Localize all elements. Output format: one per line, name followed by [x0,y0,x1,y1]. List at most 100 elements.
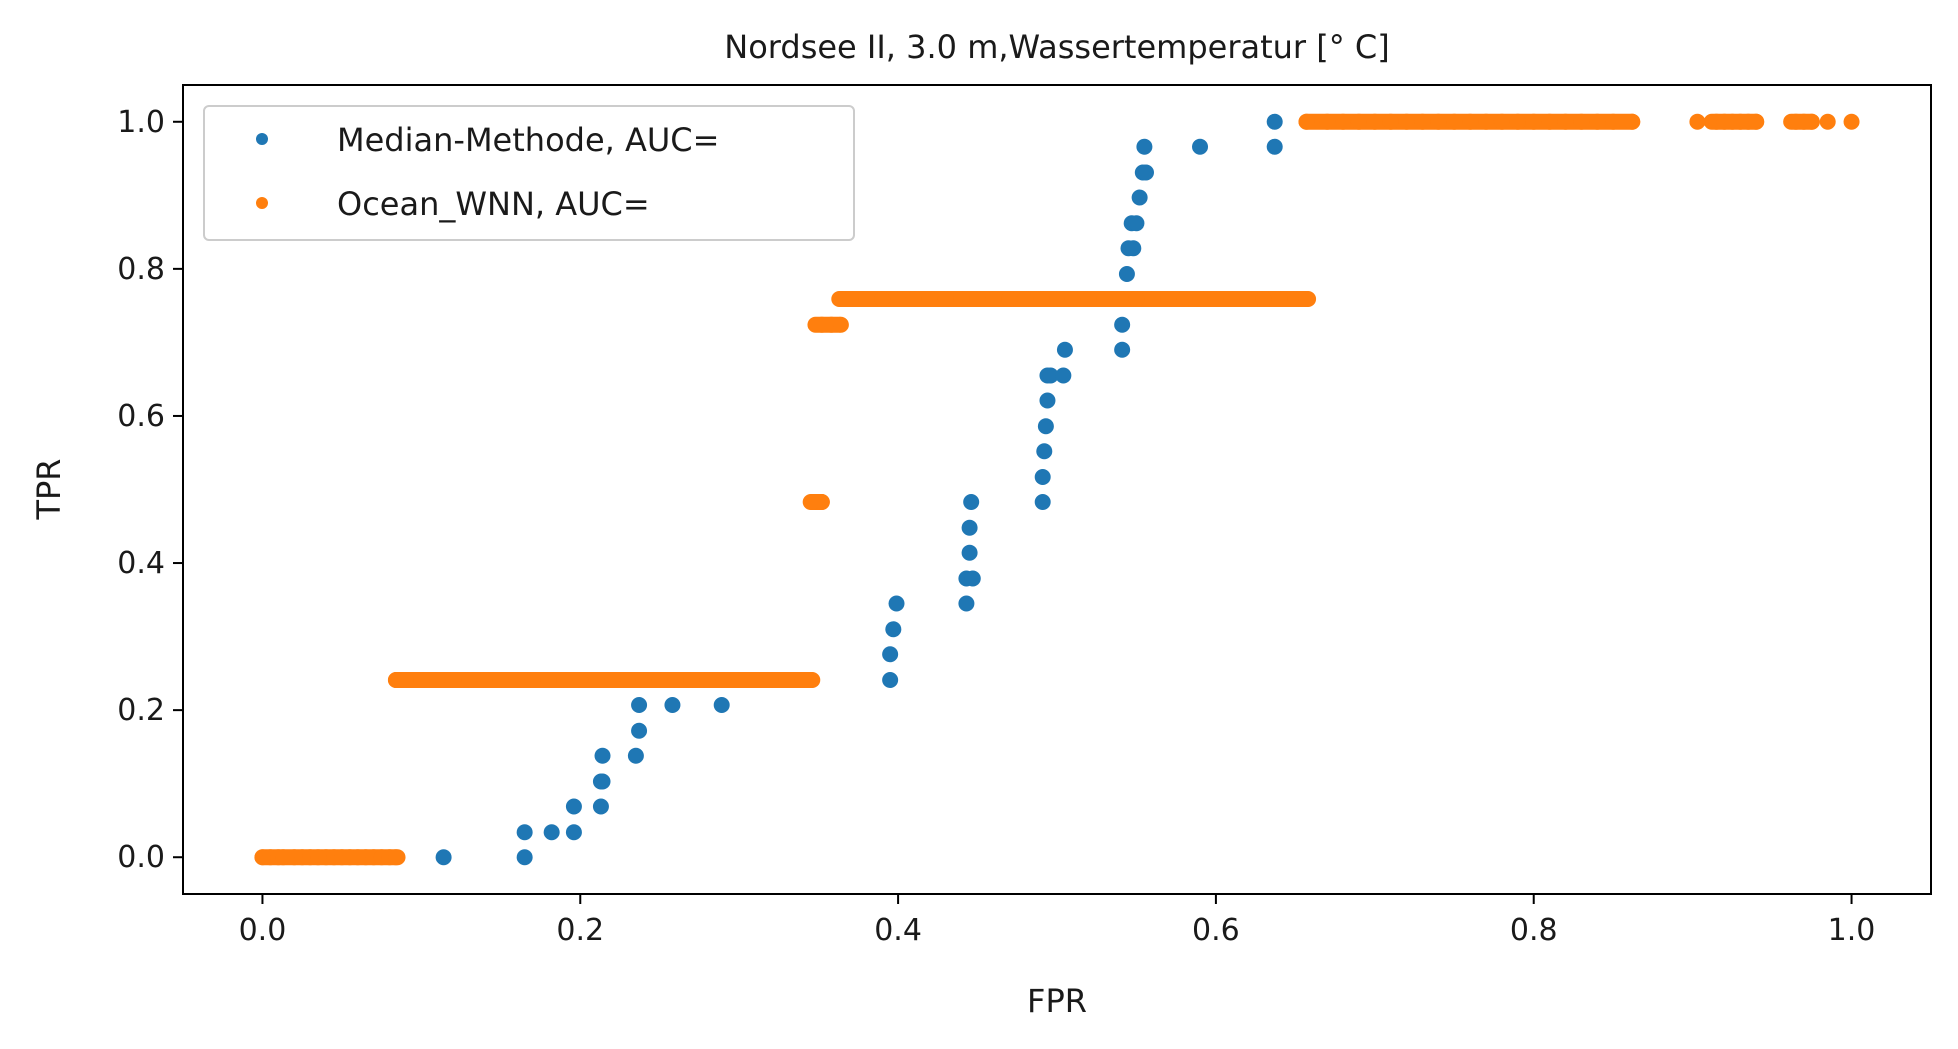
x-tick-label: 0.4 [874,913,922,948]
ocean-point [667,671,684,688]
ocean-point [1624,113,1641,130]
ocean-point [1128,291,1145,308]
ocean-point [651,671,668,688]
ocean-point [461,671,478,688]
ocean-point [429,671,446,688]
ocean-point [1605,113,1622,130]
median-point [565,798,582,815]
ocean-point [985,291,1002,308]
ocean-point [1843,113,1860,130]
ocean-point [937,291,954,308]
ocean-point [588,671,605,688]
median-point [1118,266,1135,283]
median-point [1131,189,1148,206]
median-point [1034,468,1051,485]
ocean-point [1350,113,1367,130]
ocean-point [842,291,859,308]
ocean-point [1398,113,1415,130]
y-axis-ticks: 0.0 0.2 0.4 0.6 0.8 1.0 [117,105,183,875]
median-point [592,798,609,815]
ocean-point [890,291,907,308]
median-point [1037,418,1054,435]
ocean-point [387,849,404,866]
ocean-point [1096,291,1113,308]
median-point [627,747,644,764]
ocean-point [1287,291,1304,308]
ocean-point [1001,291,1018,308]
y-tick-label: 0.2 [117,693,165,728]
ocean-point [1223,291,1240,308]
ocean-point [778,671,795,688]
median-point [1042,367,1059,384]
ocean-point [492,671,509,688]
median-point [565,824,582,841]
ocean-point [572,671,589,688]
ocean-point [1525,113,1542,130]
ocean-point [1819,113,1836,130]
legend-marker-ocean [256,197,268,209]
ocean-point [1255,291,1272,308]
ocean-point [1509,113,1526,130]
ocean-point [683,671,700,688]
ocean-point [1144,291,1161,308]
y-tick-label: 0.0 [117,840,165,875]
median-point [1192,138,1209,155]
chart-title: Nordsee II, 3.0 m,Wassertemperatur [° C] [724,28,1389,66]
ocean-point [1446,113,1463,130]
y-tick-label: 1.0 [117,105,165,140]
ocean-point [731,671,748,688]
ocean-point [953,291,970,308]
ocean-point [508,671,525,688]
ocean-point [804,671,821,688]
ocean-point [1589,113,1606,130]
ocean-point [858,291,875,308]
x-axis-label: FPR [1027,982,1087,1020]
ocean-point [1033,291,1050,308]
median-point [961,544,978,561]
ocean-point [1064,291,1081,308]
median-point [1266,113,1283,130]
ocean-point [747,671,764,688]
median-point [1055,367,1072,384]
median-point [958,595,975,612]
ocean-point [1382,113,1399,130]
median-point [1266,138,1283,155]
median-point [1136,138,1153,155]
median-point [664,696,681,713]
median-point [594,747,611,764]
ocean-point [1748,113,1765,130]
median-point [885,621,902,638]
ocean-point [762,671,779,688]
ocean-point [1207,291,1224,308]
median-point [1128,215,1145,232]
ocean-point [1160,291,1177,308]
ocean-point [1335,113,1352,130]
series-median-methode [435,113,1283,866]
ocean-point [1049,291,1065,308]
ocean-point [1414,113,1431,130]
median-point [963,494,980,511]
median-point [1056,341,1073,358]
ocean-point [1298,113,1315,130]
x-tick-label: 0.2 [556,913,604,948]
median-point [631,722,648,739]
ocean-point [556,671,573,688]
x-tick-label: 0.8 [1510,913,1558,948]
x-axis-ticks: 0.0 0.2 0.4 0.6 0.8 1.0 [239,894,1875,948]
legend-box [203,105,855,241]
ocean-point [1112,291,1129,308]
ocean-point [524,671,541,688]
ocean-point [1557,113,1574,130]
ocean-point [1192,291,1209,308]
ocean-point [413,671,430,688]
ocean-point [969,291,986,308]
ocean-point [813,494,830,511]
median-point [961,519,978,536]
median-point [1114,316,1131,333]
ocean-point [1271,291,1288,308]
legend-label-ocean: Ocean_WNN, AUC= [337,185,650,223]
ocean-point [1541,113,1558,130]
median-point [1114,341,1131,358]
ocean-point [1080,291,1097,308]
